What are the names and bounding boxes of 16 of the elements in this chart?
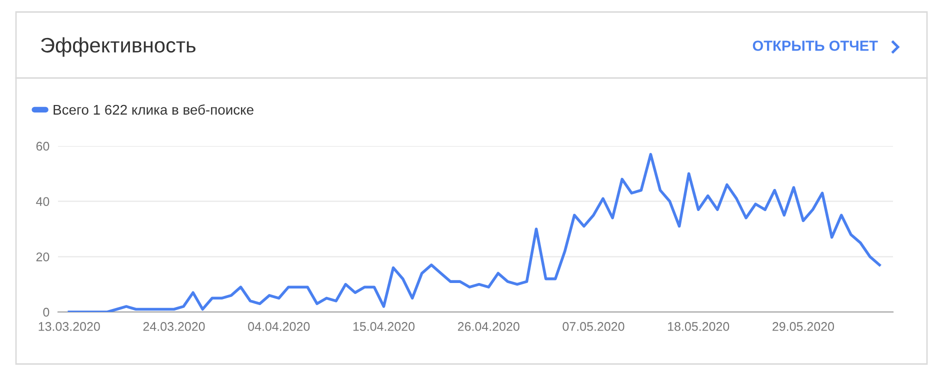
x-tick-label: 24.03.2020 bbox=[143, 322, 205, 331]
x-tick-label: 04.04.2020 bbox=[248, 322, 310, 331]
x-tick-label: 29.05.2020 bbox=[772, 322, 834, 331]
y-tick-label: 40 bbox=[36, 197, 50, 206]
x-tick-label: 26.04.2020 bbox=[458, 322, 520, 331]
line-series bbox=[68, 152, 881, 312]
text: ОТКРЫТЬ ОТЧЕТ bbox=[752, 40, 878, 51]
y-tick-label: 0 bbox=[43, 308, 50, 317]
x-tick-label: 15.04.2020 bbox=[353, 322, 415, 331]
x-tick-label: 18.05.2020 bbox=[668, 322, 730, 331]
chart-title: Эффективность bbox=[41, 37, 196, 57]
x-tick-label: 07.05.2020 bbox=[562, 322, 624, 331]
y-tick-label: 20 bbox=[36, 252, 50, 262]
legend-label: Всего 1 622 клика в веб-поиске bbox=[54, 104, 254, 115]
y-tick-label: 60 bbox=[36, 142, 50, 151]
x-tick-label: 13.03.2020 bbox=[38, 322, 100, 331]
